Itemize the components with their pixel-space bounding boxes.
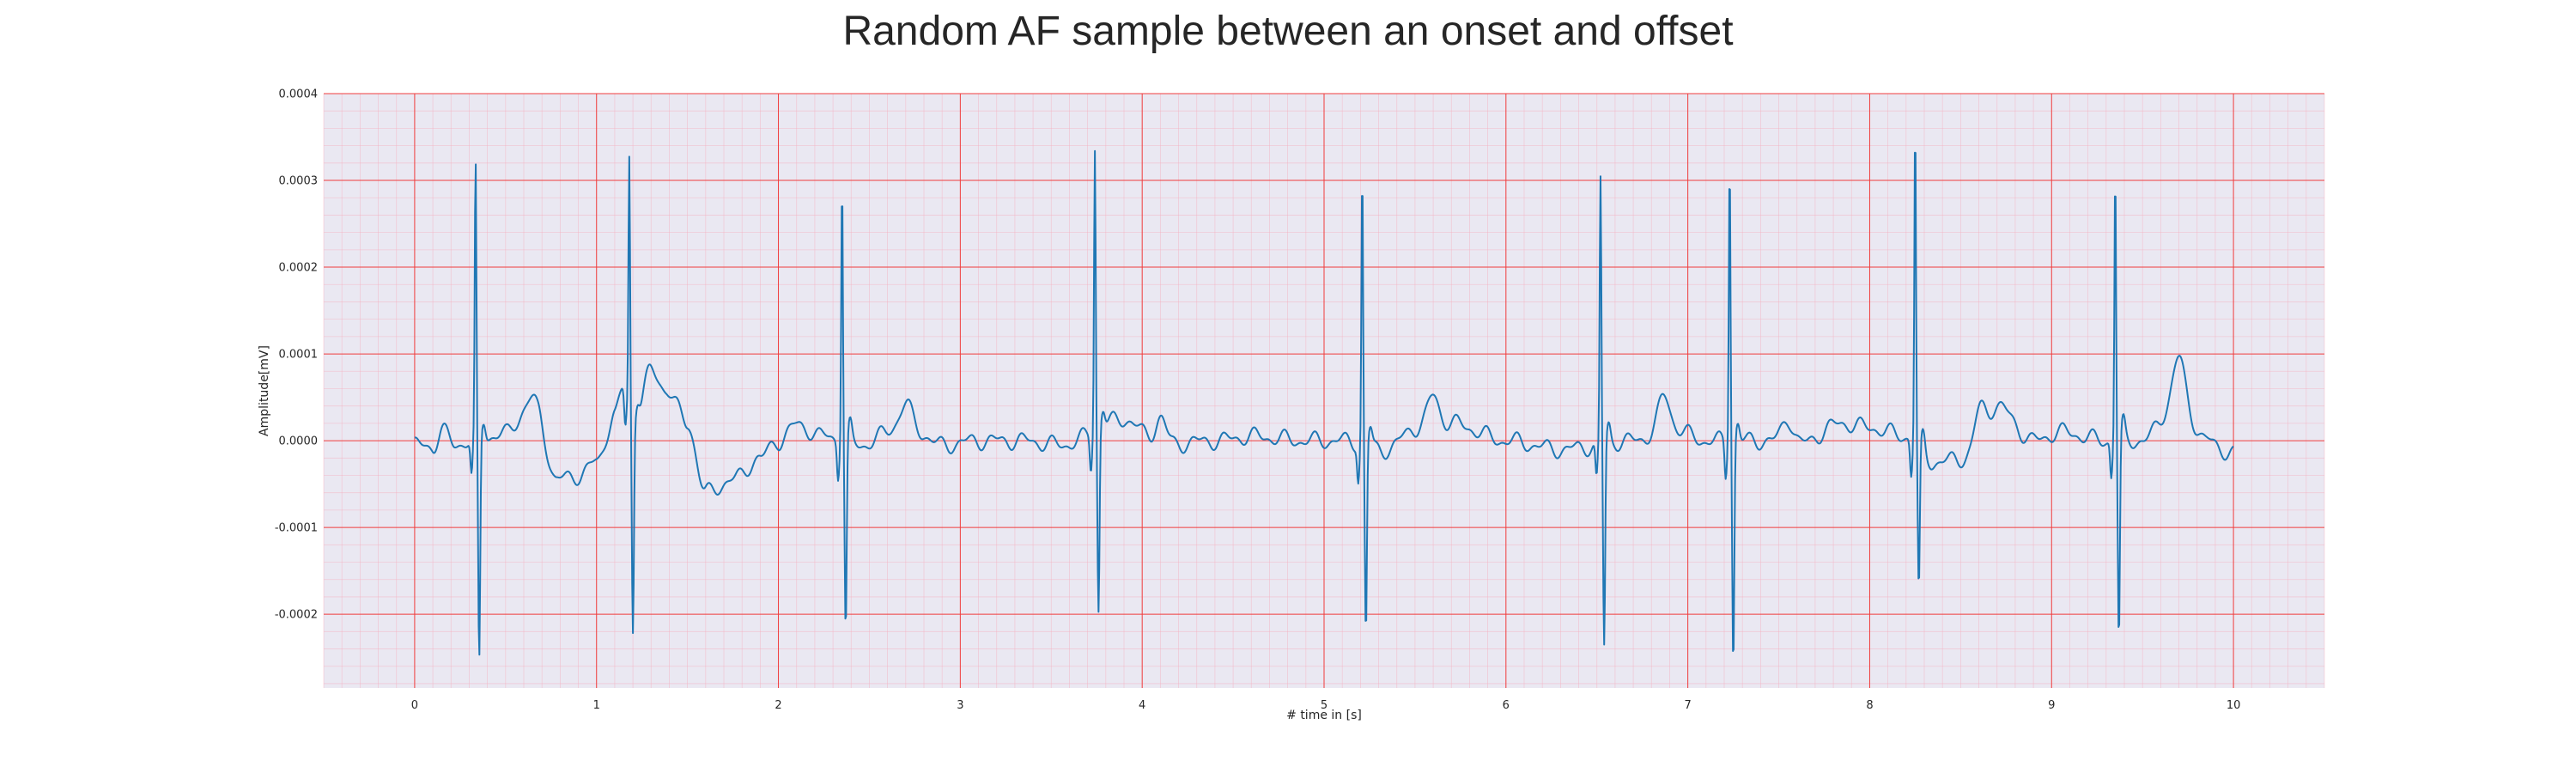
y-tick-label: 0.0001 xyxy=(279,349,319,362)
x-tick-label: 9 xyxy=(2048,699,2055,712)
y-tick-label: -0.0001 xyxy=(275,522,318,535)
y-tick-label: 0.0002 xyxy=(279,262,319,275)
y-tick-label: 0.0003 xyxy=(279,175,319,188)
x-tick-label: 5 xyxy=(1321,699,1327,712)
y-tick-label: -0.0002 xyxy=(275,609,318,622)
ecg-signal-line xyxy=(414,149,2234,656)
series-layer xyxy=(414,149,2234,656)
x-tick-label: 7 xyxy=(1684,699,1691,712)
major-grid xyxy=(324,93,2324,688)
chart-title: Random AF sample between an onset and of… xyxy=(842,9,1733,54)
y-axis-label: Amplitude[mV] xyxy=(258,345,271,436)
x-axis-ticks: 0 1 2 3 4 5 6 7 8 9 10 xyxy=(411,699,2241,712)
x-tick-label: 4 xyxy=(1139,699,1145,712)
x-tick-label: 3 xyxy=(957,699,963,712)
x-tick-label: 0 xyxy=(411,699,418,712)
x-tick-label: 6 xyxy=(1503,699,1510,712)
y-tick-label: 0.0000 xyxy=(279,435,319,448)
y-axis-ticks: -0.0002 -0.0001 0.0000 0.0001 0.0002 0.0003 0.… xyxy=(275,88,318,622)
x-tick-label: 1 xyxy=(593,699,600,712)
x-axis-label: # time in [s] xyxy=(1286,709,1362,722)
x-tick-label: 2 xyxy=(775,699,781,712)
y-tick-label: 0.0004 xyxy=(279,88,319,101)
x-tick-label: 8 xyxy=(1866,699,1873,712)
x-tick-label: 10 xyxy=(2227,699,2241,712)
